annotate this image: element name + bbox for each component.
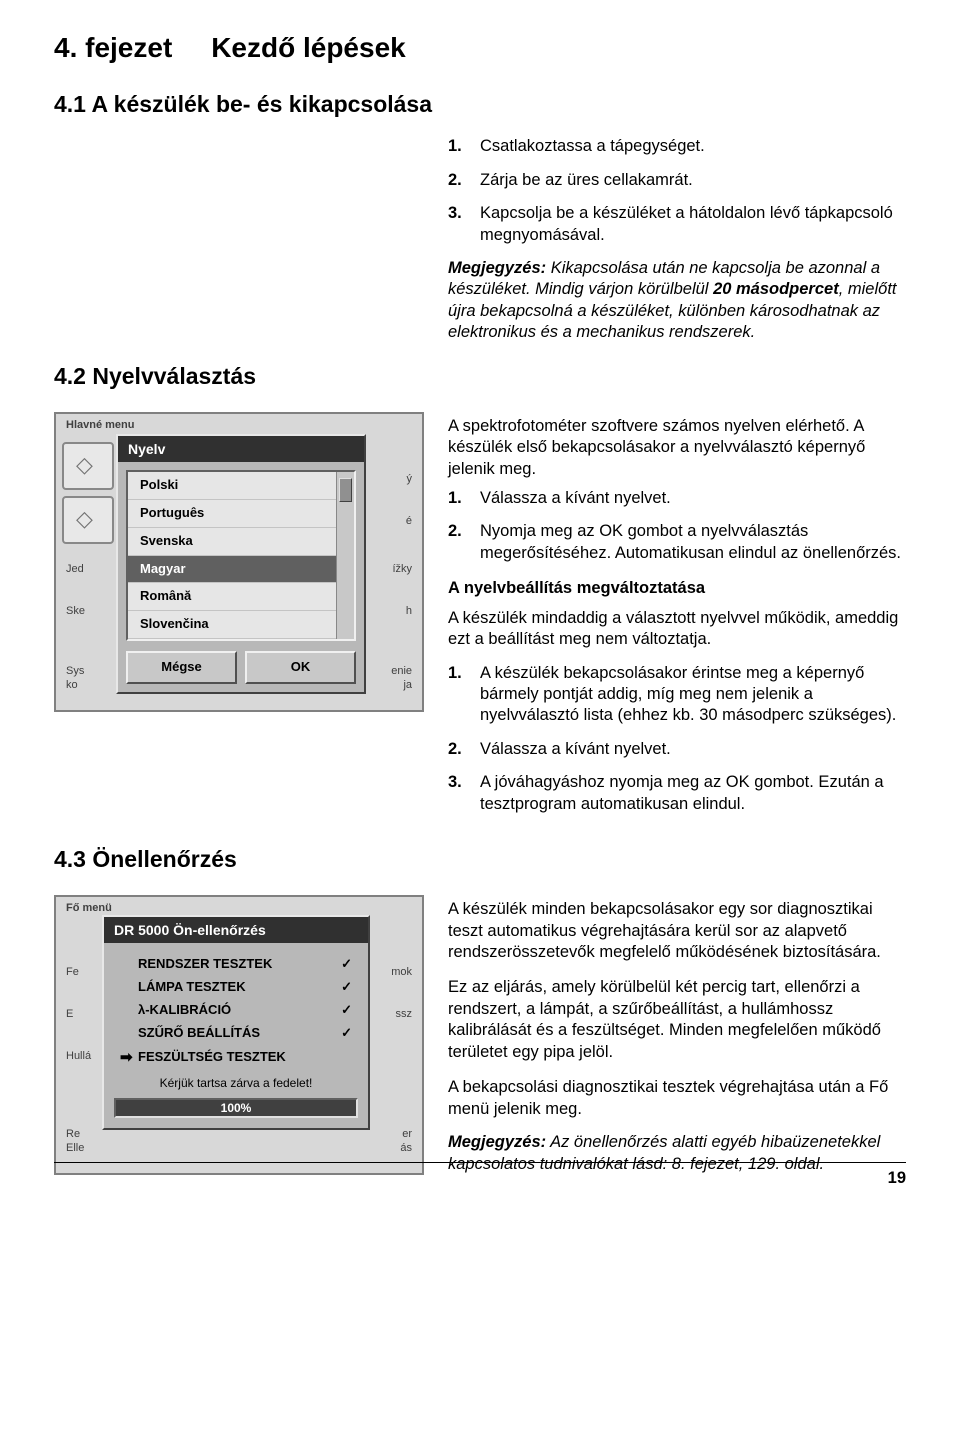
dialog-title: Nyelv (118, 436, 364, 462)
step-text: Csatlakoztassa a tápegységet. (480, 136, 705, 157)
bg-left: Ske (66, 604, 85, 618)
scrollbar[interactable] (336, 472, 354, 639)
page-number: 19 (888, 1168, 906, 1189)
chapter-number: 4. fejezet (54, 32, 172, 63)
arrow-icon: ➡ (120, 1048, 138, 1068)
step-number: 2. (448, 739, 470, 760)
sec43-note: Megjegyzés: Az önellenőrzés alatti egyéb… (448, 1132, 906, 1175)
check-row: LÁMPA TESZTEK✓ (114, 976, 358, 999)
check-tick-icon: ✓ (334, 1002, 352, 1019)
check-list: RENDSZER TESZTEK✓ LÁMPA TESZTEK✓ λ-KALIB… (114, 953, 358, 1070)
bg-left: Sys ko (66, 664, 84, 693)
bg-right: mok (391, 965, 412, 979)
check-row: SZŰRŐ BEÁLLÍTÁS✓ (114, 1022, 358, 1045)
bg-left: Hullá (66, 1049, 91, 1063)
sec42-change-heading: A nyelvbeállítás megváltoztatása (448, 578, 906, 599)
bg-left: Fe (66, 965, 79, 979)
check-label: RENDSZER TESZTEK (138, 956, 334, 973)
step-number: 1. (448, 663, 470, 727)
list-item: 3.Kapcsolja be a készüléket a hátoldalon… (448, 203, 906, 246)
list-item: 3.A jóváhagyáshoz nyomja meg az OK gombo… (448, 772, 906, 815)
note-label: Megjegyzés: (448, 1133, 546, 1151)
list-item: 1.A készülék bekapcsolásakor érintse meg… (448, 663, 906, 727)
list-item: 1. Válassza a kívánt nyelvet. (448, 488, 906, 509)
bg-right: ížky (392, 562, 412, 576)
list-item: 2. Válassza a kívánt nyelvet. (448, 739, 906, 760)
list-item: 2.Nyomja meg az OK gombot a nyelvválaszt… (448, 521, 906, 564)
sec43-p3: A bekapcsolási diagnosztikai tesztek vég… (448, 1077, 906, 1120)
bg-right: ssz (396, 1007, 413, 1021)
bg-right: ý (407, 472, 413, 486)
sec42-change-p: A készülék mindaddig a választott nyelvv… (448, 608, 906, 651)
step-number: 2. (448, 521, 470, 564)
bg-title: Hlavné menu (66, 418, 134, 432)
section-4-2-heading: 4.2 Nyelvválasztás (54, 362, 906, 392)
step-text: Kapcsolja be a készüléket a hátoldalon l… (480, 203, 906, 246)
bg-right: enie ja (391, 664, 412, 693)
sec41-steps: 1. Csatlakoztassa a tápegységet. 2. Zárja … (448, 136, 906, 246)
language-dialog: Nyelv Polski Português Svenska Magyar Ro… (116, 434, 366, 694)
check-row: λ-KALIBRÁCIÓ✓ (114, 999, 358, 1022)
check-tick-icon: ✓ (334, 956, 352, 973)
bg-right: é (406, 514, 412, 528)
list-item: 1. Csatlakoztassa a tápegységet. (448, 136, 906, 157)
section-4-3-heading: 4.3 Önellenőrzés (54, 845, 906, 875)
check-row: RENDSZER TESZTEK✓ (114, 953, 358, 976)
step-number: 3. (448, 772, 470, 815)
language-option-selected[interactable]: Magyar (128, 556, 354, 584)
sec43-p1: A készülék minden bekapcsolásakor egy so… (448, 899, 906, 963)
dialog-title: DR 5000 Ön-ellenőrzés (104, 917, 368, 943)
check-label: SZŰRŐ BEÁLLÍTÁS (138, 1025, 334, 1042)
bg-title: Fő menü (66, 901, 112, 915)
check-row: ➡FESZÜLTSÉG TESZTEK (114, 1045, 358, 1071)
bg-left: Jed (66, 562, 84, 576)
note-bold: 20 másodpercet (713, 280, 839, 298)
step-text: A készülék bekapcsolásakor érintse meg a… (480, 663, 906, 727)
language-option[interactable]: Română (128, 583, 354, 611)
language-dialog-screenshot: Hlavné menu ◇ ◇ Jed Ske Sys ko ý é ížky … (54, 412, 424, 712)
selfcheck-dialog: DR 5000 Ön-ellenőrzés RENDSZER TESZTEK✓ … (102, 915, 370, 1130)
language-option[interactable]: Português (128, 500, 354, 528)
bg-right: er ás (400, 1127, 412, 1156)
list-item: 2. Zárja be az üres cellakamrát. (448, 170, 906, 191)
step-text: Válassza a kívánt nyelvet. (480, 488, 671, 509)
check-label: FESZÜLTSÉG TESZTEK (138, 1049, 334, 1066)
step-number: 2. (448, 170, 470, 191)
sec41-note: Megjegyzés: Kikapcsolása után ne kapcsol… (448, 258, 906, 344)
step-number: 1. (448, 136, 470, 157)
note-label: Megjegyzés: (448, 259, 546, 277)
check-label: λ-KALIBRÁCIÓ (138, 1002, 334, 1019)
cancel-button[interactable]: Mégse (126, 651, 237, 684)
bg-right: h (406, 604, 412, 618)
section-4-1-heading: 4.1 A készülék be- és kikapcsolása (54, 90, 906, 120)
check-label: LÁMPA TESZTEK (138, 979, 334, 996)
progress-bar: 100% (114, 1098, 358, 1118)
language-listbox[interactable]: Polski Português Svenska Magyar Română S… (126, 470, 356, 641)
language-option[interactable]: Polski (128, 472, 354, 500)
chapter-heading: 4. fejezet Kezdő lépések (54, 30, 906, 66)
chapter-title: Kezdő lépések (211, 32, 406, 63)
check-message: Kérjük tartsa zárva a fedelet! (104, 1076, 368, 1092)
language-option[interactable]: Slovenčina (128, 611, 354, 639)
language-option[interactable]: Svenska (128, 528, 354, 556)
step-text: Nyomja meg az OK gombot a nyelvválasztás… (480, 521, 906, 564)
sec42-intro: A spektrofotométer szoftvere számos nyel… (448, 416, 906, 480)
step-text: A jóváhagyáshoz nyomja meg az OK gombot.… (480, 772, 906, 815)
footer-rule (54, 1162, 906, 1163)
check-tick-icon: ✓ (334, 979, 352, 996)
bg-left: E (66, 1007, 73, 1021)
bg-left: Re Elle (66, 1127, 84, 1156)
step-text: Zárja be az üres cellakamrát. (480, 170, 693, 191)
selfcheck-screenshot: Fő menü Fe E Hullá Re Elle mok ssz er ás… (54, 895, 424, 1175)
ok-button[interactable]: OK (245, 651, 356, 684)
check-tick-icon: ✓ (334, 1025, 352, 1042)
step-text: Válassza a kívánt nyelvet. (480, 739, 671, 760)
progress-label: 100% (221, 1101, 252, 1115)
step-number: 3. (448, 203, 470, 246)
step-number: 1. (448, 488, 470, 509)
sec43-p2: Ez az eljárás, amely körülbelül két perc… (448, 977, 906, 1063)
scrollbar-thumb[interactable] (339, 478, 352, 502)
